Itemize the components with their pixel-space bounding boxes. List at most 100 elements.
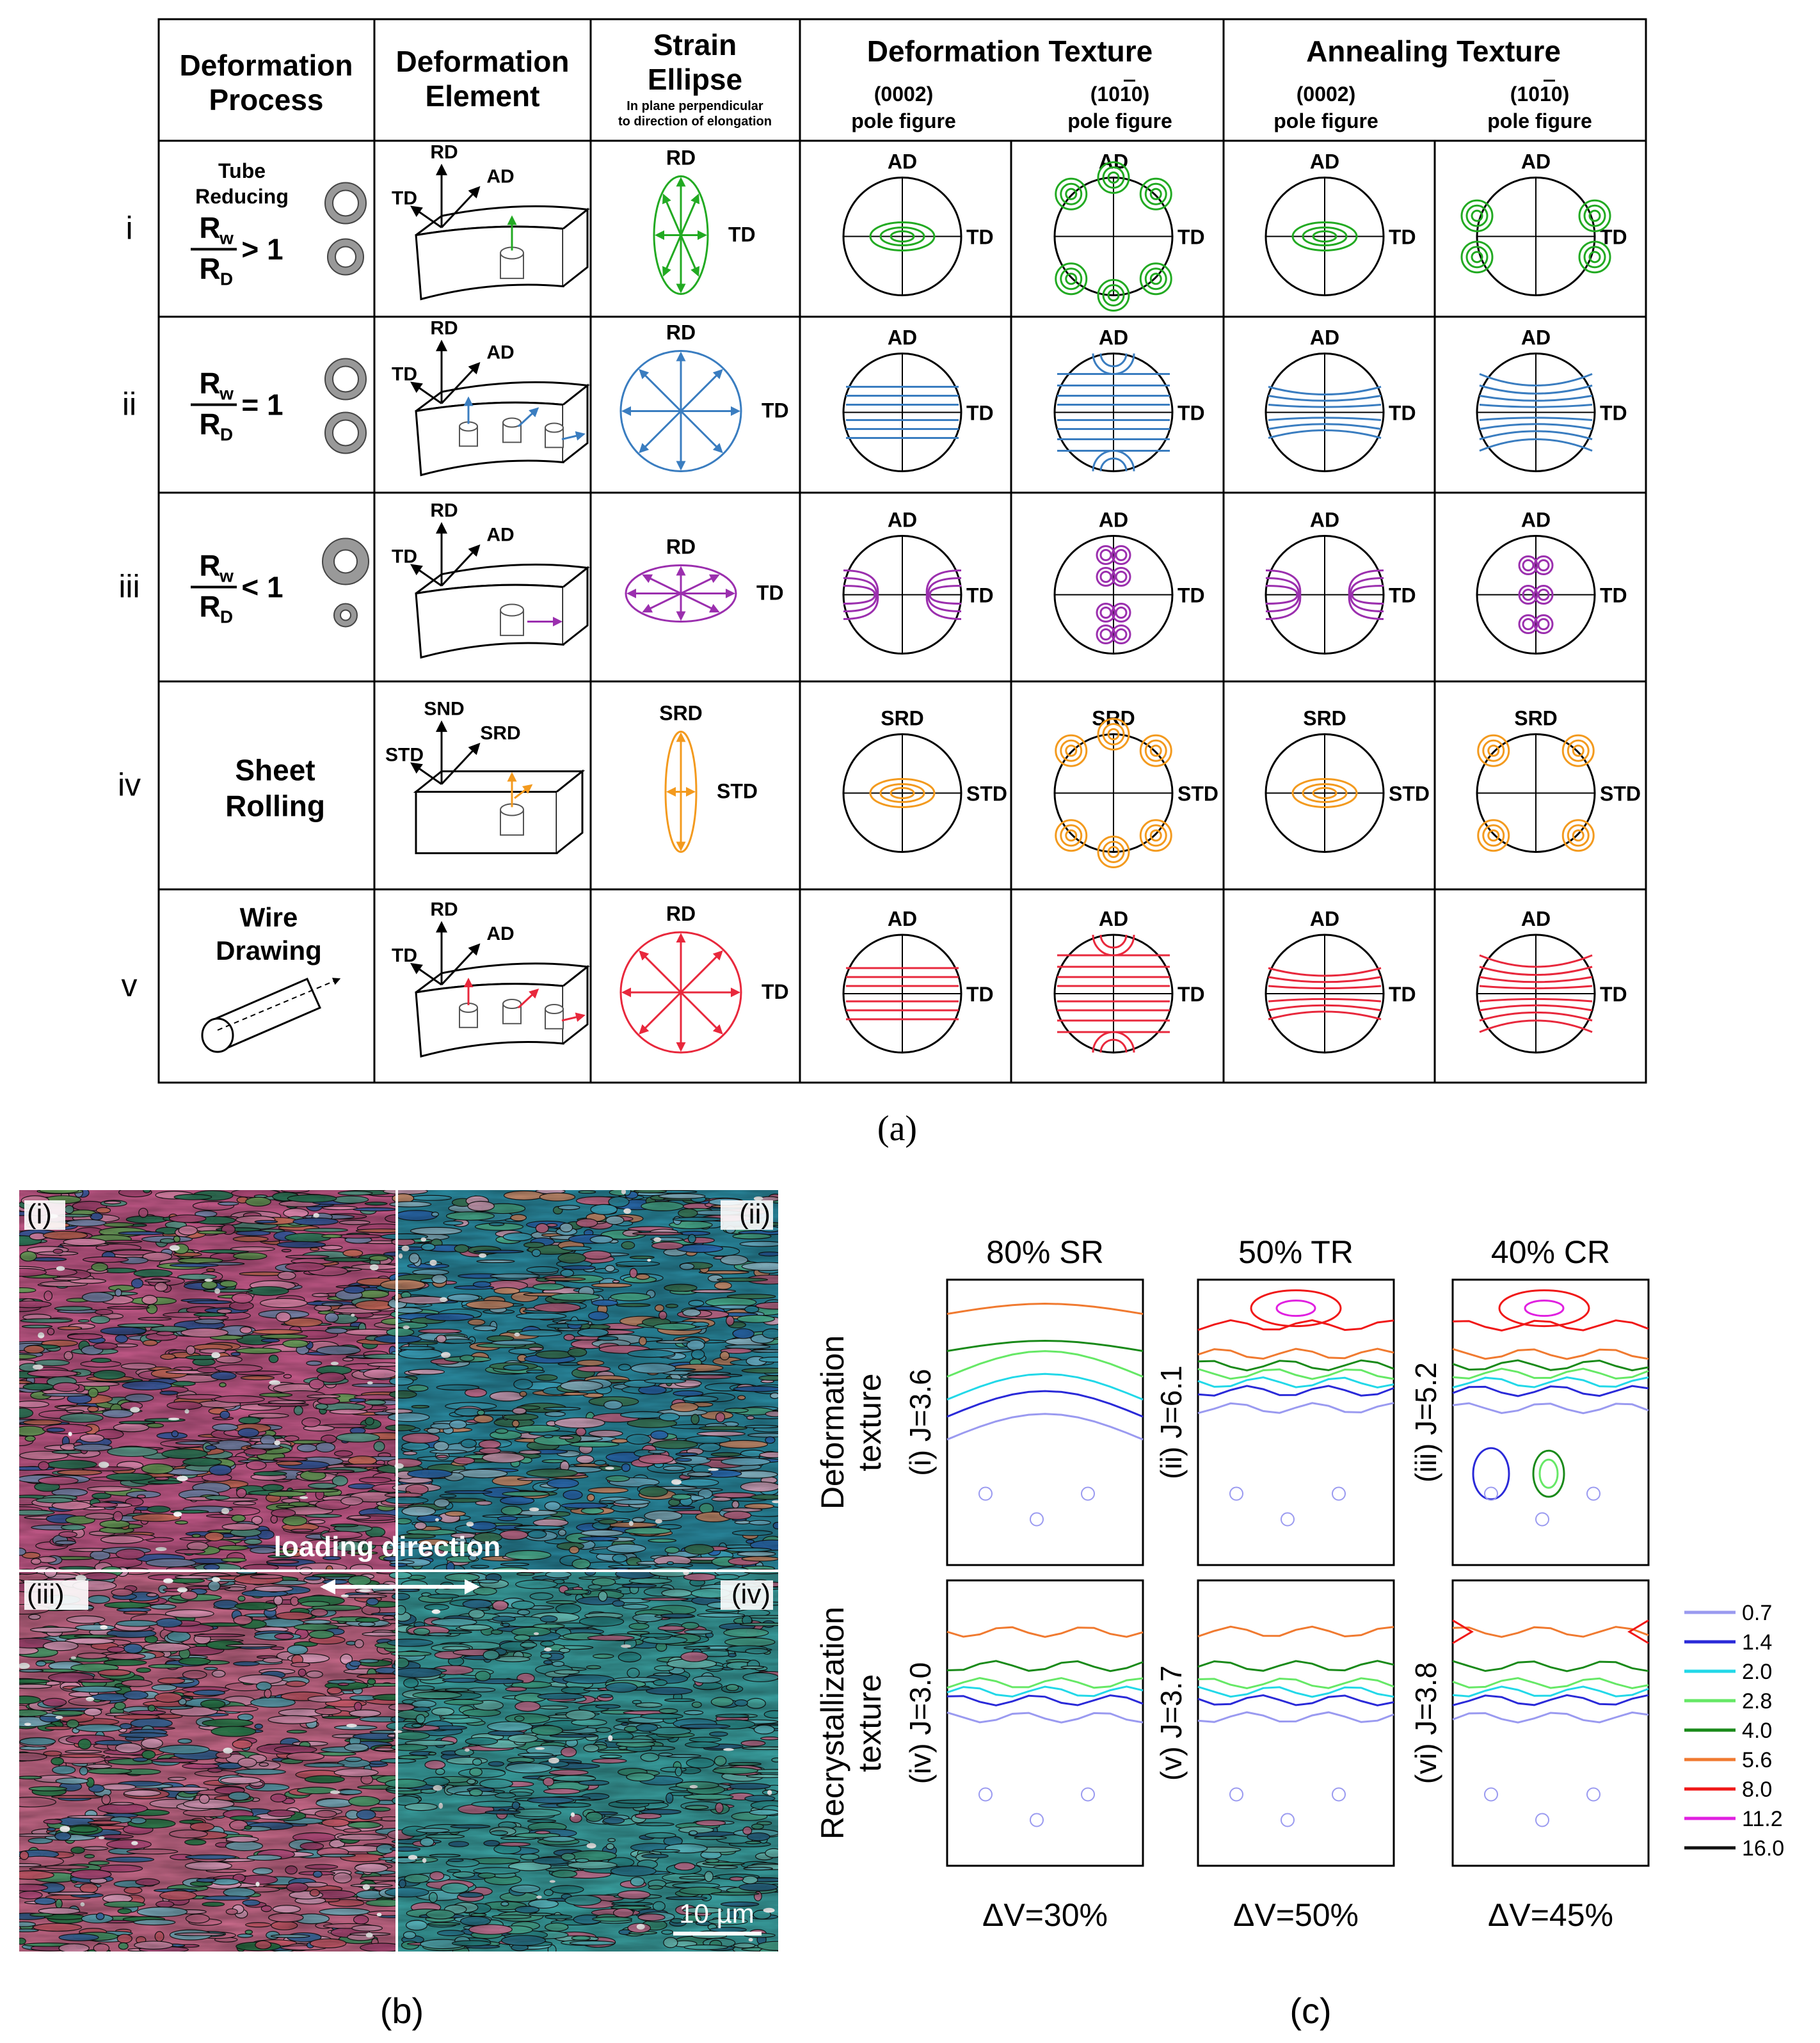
- legend-value: 11.2: [1742, 1807, 1783, 1831]
- caption-a: (a): [877, 1109, 917, 1149]
- sheet-block: [415, 791, 558, 854]
- contour: [1583, 204, 1606, 227]
- strain-ellipse: [625, 564, 737, 623]
- ellipse-label-rd: RD: [666, 147, 696, 170]
- pole-figure-label-side: TD: [1389, 402, 1416, 425]
- pole-figure-label-top: AD: [1310, 326, 1339, 349]
- contour: [1268, 985, 1382, 990]
- contour-line: [1197, 1660, 1394, 1672]
- contour: [1065, 744, 1078, 757]
- contour: [929, 585, 962, 605]
- contour: [1096, 624, 1116, 644]
- pole-figure-label-side: TD: [1177, 226, 1205, 249]
- pole-figure-label-top: AD: [1521, 326, 1551, 349]
- ellipse-label-td: TD: [762, 399, 789, 422]
- pole-figure-label-side: STD: [966, 783, 1007, 806]
- contour: [869, 221, 936, 251]
- tube-segment: [563, 964, 589, 1045]
- axis-arrow: [410, 205, 442, 228]
- strain-arrow: [680, 950, 723, 994]
- contour: [1096, 603, 1116, 623]
- pole-figure-label-top: AD: [1099, 907, 1128, 930]
- header-pole-figure: pole figure: [851, 109, 956, 132]
- header-ellipse-note: to direction of elongation: [618, 115, 772, 129]
- axis-arrow: [440, 943, 481, 986]
- column-title: 80% SR: [986, 1234, 1103, 1270]
- pole-figure: SRD STD: [1476, 707, 1641, 853]
- contour: [1518, 585, 1538, 605]
- ratio-value: > 1: [241, 233, 283, 266]
- contour: [843, 569, 879, 620]
- process-label: Rolling: [225, 790, 325, 823]
- quadrant-label-bg: [24, 1580, 88, 1610]
- contour: [1115, 549, 1128, 561]
- caption-c: (c): [1289, 1991, 1331, 2031]
- process-label: Tube: [218, 159, 266, 182]
- contour: [1060, 824, 1083, 847]
- table-header: DeformationProcessDeformationElementStra…: [180, 28, 1592, 132]
- contour: [1312, 230, 1337, 242]
- pole-figure-label-side: STD: [1600, 783, 1641, 806]
- strain-arrow: [639, 369, 682, 412]
- contour: [1479, 404, 1593, 408]
- contour: [1537, 589, 1550, 601]
- pole-figure-label-side: STD: [1177, 783, 1218, 806]
- pole-figure-label-side: TD: [1600, 584, 1627, 607]
- contour-line: [1197, 1685, 1394, 1698]
- contour-line: [1472, 1447, 1510, 1500]
- contour: [1268, 976, 1382, 983]
- odf-panel: (i) J=3.6: [904, 1278, 1144, 1566]
- contour: [890, 230, 915, 242]
- pole-figure-label-side: TD: [1177, 584, 1205, 607]
- quadrant-label-bg: [24, 1200, 65, 1230]
- tube-section-edge: [335, 246, 356, 268]
- pole-figure: AD TD: [1265, 509, 1416, 655]
- contour-line: [1197, 1694, 1394, 1706]
- axis-arrow: [410, 564, 442, 587]
- contour: [1312, 787, 1337, 799]
- figure-a-table: DeformationProcessDeformationElementStra…: [118, 18, 1647, 1149]
- legend-value: 0.7: [1742, 1601, 1772, 1625]
- strain-arrow: [680, 369, 723, 412]
- panel-label: (iii) J=5.2: [1409, 1362, 1442, 1483]
- contour: [1099, 934, 1128, 949]
- contour: [1060, 267, 1083, 290]
- contour-line: [1229, 1486, 1243, 1501]
- contour: [1096, 545, 1116, 565]
- contour: [1107, 728, 1120, 740]
- contour: [1092, 450, 1135, 472]
- axis-arrow: [410, 762, 442, 785]
- contour-line: [1452, 1626, 1649, 1638]
- contour: [1588, 209, 1601, 222]
- contour-line: [946, 1694, 1144, 1706]
- contour: [1149, 187, 1162, 200]
- strain-ellipse: [619, 931, 742, 1054]
- strain-arrow: [680, 991, 723, 1035]
- odf-panel: (iv) J=3.0: [904, 1579, 1144, 1867]
- process-label: Sheet: [235, 754, 315, 787]
- pole-figure-label-top: AD: [1099, 326, 1128, 349]
- contour: [1055, 734, 1088, 767]
- contour: [1518, 555, 1538, 575]
- contour-line: [1197, 1376, 1394, 1389]
- hcp-crystal-top: [545, 422, 564, 433]
- contour-line: [1452, 1711, 1649, 1724]
- contour-line: [1452, 1660, 1649, 1673]
- axis-label: STD: [385, 745, 424, 766]
- tube-section-edge: [333, 603, 358, 628]
- loading-direction-label: loading direction: [274, 1531, 500, 1562]
- pole-figure-label-top: AD: [1310, 509, 1339, 532]
- odf-panel-frame: [1197, 1579, 1395, 1867]
- odf-panel: (vi) J=3.8: [1409, 1579, 1650, 1867]
- pole-figure-label-side: TD: [1389, 584, 1416, 607]
- contour-line: [1452, 1694, 1649, 1706]
- contour: [890, 787, 915, 799]
- contour: [1479, 1011, 1593, 1022]
- contour: [1533, 555, 1554, 575]
